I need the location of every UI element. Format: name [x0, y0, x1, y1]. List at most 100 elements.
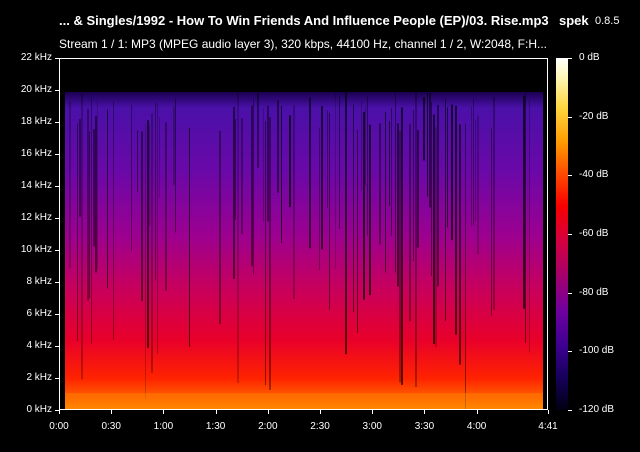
frequency-tick	[55, 186, 59, 187]
time-tick	[216, 410, 217, 414]
spectral-streak	[435, 127, 437, 348]
spectral-streak	[175, 99, 176, 233]
spectral-streak	[237, 92, 239, 384]
spectral-streak	[281, 106, 282, 244]
spectral-streak	[399, 130, 401, 383]
spectral-streak	[131, 104, 132, 251]
spectral-streak	[79, 118, 81, 217]
spectral-streak	[141, 131, 143, 302]
colorbar-tick-label: 0 dB	[579, 52, 600, 63]
colorbar-tick-label: -60 dB	[579, 228, 609, 239]
spectral-streak	[525, 94, 526, 343]
colorbar-tick	[568, 234, 572, 235]
time-tick-label: 1:30	[205, 421, 226, 432]
colorbar-tick-label: -120 dB	[579, 404, 615, 415]
frequency-tick-label: 12 kHz	[20, 212, 52, 223]
time-tick	[477, 410, 478, 414]
spectral-streak	[491, 128, 492, 316]
spectral-streak	[321, 106, 323, 250]
spectral-streak	[345, 92, 347, 355]
frequency-tick-label: 2 kHz	[26, 372, 52, 383]
spectral-streak	[91, 98, 92, 344]
time-tick-label: 2:00	[258, 421, 278, 432]
frequency-tick	[55, 314, 59, 315]
frequency-tick	[55, 154, 59, 155]
spectral-streak	[69, 101, 71, 269]
colorbar-tick	[568, 351, 572, 352]
spectral-streak	[471, 106, 472, 227]
spectral-streak	[397, 123, 399, 287]
frequency-tick	[55, 410, 59, 411]
spectral-streak	[251, 105, 253, 266]
spectral-streak	[335, 92, 336, 269]
time-tick	[268, 410, 269, 414]
frequency-tick-label: 14 kHz	[20, 180, 52, 191]
time-tick-label: 2:30	[310, 421, 330, 432]
spectral-streak	[427, 92, 428, 197]
colorbar-tick-label: -80 dB	[579, 286, 609, 298]
spectral-streak	[327, 110, 328, 209]
frequency-tick-label: 18 kHz	[20, 116, 52, 127]
spectral-streak	[415, 92, 417, 387]
spectral-streak	[361, 101, 362, 192]
spectrogram[interactable]	[59, 58, 549, 410]
colorbar-tick-label: -20 dB	[579, 110, 609, 122]
time-tick	[59, 410, 60, 414]
spectral-streak	[459, 124, 461, 365]
spectral-streak	[277, 100, 279, 193]
spectral-streak	[409, 123, 411, 322]
time-tick	[163, 410, 164, 414]
spectral-streak	[89, 131, 90, 299]
frequency-tick-label: 8 kHz	[26, 276, 52, 287]
spectral-streak	[417, 129, 419, 248]
colorbar-tick	[568, 293, 572, 294]
colorbar-tick	[568, 175, 572, 176]
time-tick	[111, 410, 112, 414]
time-tick-label: 3:30	[414, 421, 435, 432]
spectral-streak	[257, 93, 259, 168]
spectral-streak	[447, 107, 448, 228]
time-tick-label: 3:00	[362, 421, 382, 432]
spectral-streak	[319, 127, 320, 271]
spectral-streak	[437, 105, 439, 287]
low-frequency-band	[65, 393, 543, 410]
spectral-streak	[413, 109, 414, 262]
frequency-tick	[55, 378, 59, 379]
stream-info: Stream 1 / 1: MP3 (MPEG audio layer 3), …	[59, 37, 548, 51]
colorbar-tick	[568, 117, 572, 118]
spectral-streak	[389, 121, 390, 206]
spectral-streak	[455, 105, 457, 335]
spectrogram-image	[59, 58, 549, 410]
frequency-tick-label: 0 kHz	[26, 404, 52, 415]
spectral-streak	[401, 107, 403, 385]
spectral-streak	[145, 123, 146, 399]
spectral-streak	[269, 117, 271, 390]
time-tick	[424, 410, 425, 414]
spectral-streak	[431, 102, 432, 276]
spectral-streak	[309, 97, 311, 249]
colorbar-tick-label: -100 dB	[579, 345, 615, 357]
spectral-streak	[265, 121, 266, 386]
time-tick-label: 4:00	[466, 421, 487, 432]
spectral-streak	[493, 96, 495, 310]
spectral-streak	[369, 124, 371, 296]
spectral-streak	[263, 108, 264, 222]
frequency-tick	[55, 282, 59, 283]
spectral-streak	[475, 119, 476, 222]
spectral-streak	[219, 130, 221, 325]
spectral-streak	[107, 109, 108, 289]
spectral-streak	[365, 106, 366, 186]
frequency-tick	[55, 218, 59, 219]
spectral-streak	[159, 116, 160, 198]
app-version: 0.8.5	[595, 15, 620, 27]
colorbar-tick	[568, 58, 572, 59]
spectral-streak	[165, 122, 167, 291]
spectral-streak	[445, 99, 446, 321]
spectral-streak	[113, 101, 114, 340]
frequency-tick-label: 6 kHz	[26, 308, 52, 319]
colorbar-tick	[568, 410, 572, 411]
frequency-tick-label: 20 kHz	[20, 84, 52, 95]
frequency-tick-label: 22 kHz	[20, 52, 52, 63]
window-title: ... & Singles/1992 - How To Win Friends …	[59, 13, 549, 28]
frequency-tick	[55, 346, 59, 347]
